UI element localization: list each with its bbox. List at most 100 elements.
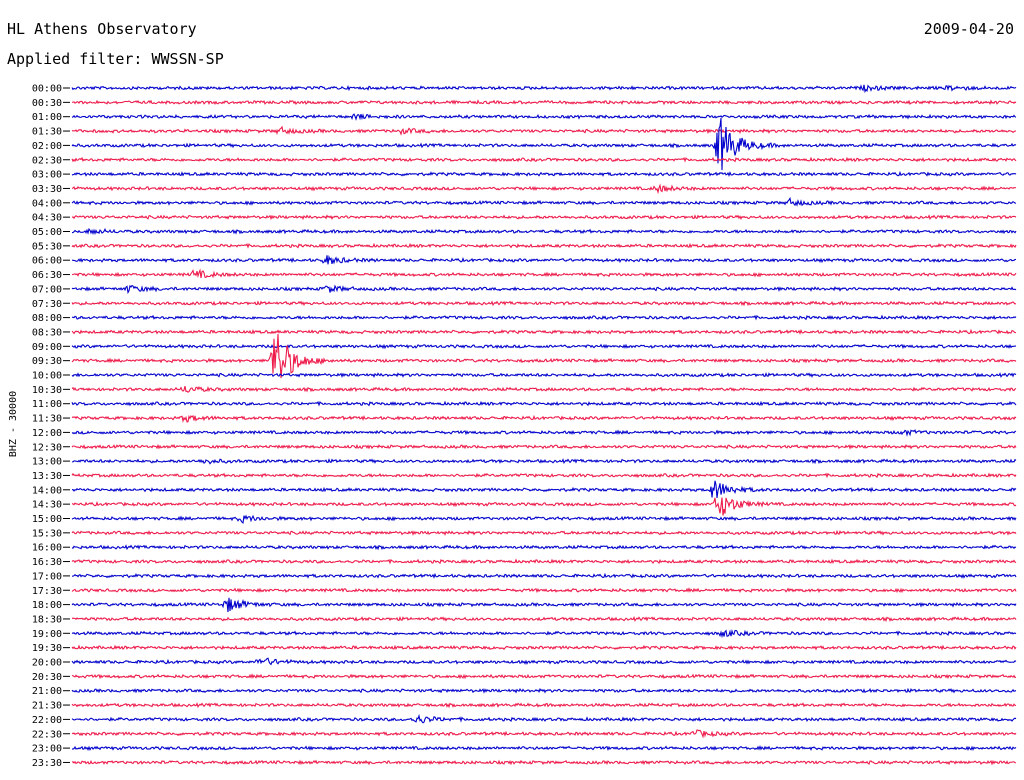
time-tick-label: 01:30	[32, 127, 62, 138]
trace-1900	[71, 628, 1017, 639]
trace-1230	[71, 443, 1017, 450]
time-tick-label: 00:00	[32, 84, 62, 95]
time-tick-label: 11:30	[32, 414, 62, 425]
time-tick-label: 22:30	[32, 729, 62, 740]
trace-0800	[71, 314, 1017, 321]
trace-0300	[71, 170, 1017, 178]
filter-label: Applied filter: WWSSN-SP	[7, 50, 224, 68]
time-tick-label: 07:00	[32, 284, 62, 295]
time-tick-label: 13:30	[32, 471, 62, 482]
time-tick-label: 23:30	[32, 758, 62, 769]
trace-1530	[71, 529, 1017, 536]
time-tick-label: 08:00	[32, 313, 62, 324]
time-tick-label: 17:30	[32, 586, 62, 597]
trace-0930	[71, 334, 1017, 379]
time-tick-label: 00:30	[32, 98, 62, 109]
date-label: 2009-04-20	[923, 20, 1014, 38]
trace-0330	[71, 183, 1017, 195]
time-tick-label: 06:30	[32, 270, 62, 281]
trace-2200	[71, 713, 1017, 724]
trace-2100	[71, 687, 1017, 694]
time-tick-label: 04:00	[32, 198, 62, 209]
trace-0130	[71, 125, 1017, 136]
time-tick-label: 18:00	[32, 600, 62, 611]
time-tick-label: 20:30	[32, 672, 62, 683]
time-tick-label: 18:30	[32, 614, 62, 625]
time-tick-label: 23:00	[32, 744, 62, 755]
time-tick-label: 04:30	[32, 213, 62, 224]
time-tick-label: 07:30	[32, 299, 62, 310]
trace-2130	[71, 702, 1017, 709]
trace-1130	[71, 414, 1017, 424]
trace-0900	[71, 343, 1017, 350]
time-tick-label: 10:30	[32, 385, 62, 396]
time-tick-label: 20:00	[32, 658, 62, 669]
page-title: HL Athens Observatory	[7, 20, 197, 38]
trace-2300	[71, 745, 1017, 752]
trace-1800	[71, 597, 1017, 613]
trace-0630	[71, 268, 1017, 279]
trace-0700	[71, 284, 1017, 295]
trace-1300	[71, 458, 1017, 465]
time-tick-label: 06:00	[32, 256, 62, 267]
trace-1630	[71, 558, 1017, 565]
trace-1000	[71, 372, 1017, 379]
trace-0230	[71, 156, 1017, 163]
time-tick-label: 12:30	[32, 442, 62, 453]
trace-1500	[71, 514, 1017, 524]
time-tick-label: 15:00	[32, 514, 62, 525]
time-tick-label: 09:30	[32, 356, 62, 367]
time-tick-label: 11:00	[32, 399, 62, 410]
trace-1930	[71, 644, 1017, 651]
y-axis-label: BHZ - 30000	[8, 391, 19, 457]
trace-1400	[71, 480, 1017, 498]
trace-lines	[71, 84, 1017, 766]
trace-1700	[71, 572, 1017, 579]
time-tick-label: 10:00	[32, 371, 62, 382]
time-tick-label: 12:00	[32, 428, 62, 439]
time-tick-label: 22:00	[32, 715, 62, 726]
time-tick-label: 21:30	[32, 701, 62, 712]
time-tick-label: 05:30	[32, 241, 62, 252]
time-tick-label: 13:00	[32, 457, 62, 468]
time-tick-label: 02:00	[32, 141, 62, 152]
trace-0000	[71, 84, 1017, 94]
trace-1830	[71, 616, 1017, 623]
time-tick-label: 05:00	[32, 227, 62, 238]
trace-2330	[71, 759, 1017, 766]
trace-1430	[71, 497, 1017, 516]
trace-0600	[71, 254, 1017, 265]
time-tick-label: 19:00	[32, 629, 62, 640]
time-tick-label: 01:00	[32, 112, 62, 123]
time-tick-label: 15:30	[32, 528, 62, 539]
trace-2230	[71, 729, 1017, 739]
trace-1100	[71, 400, 1017, 407]
trace-1200	[71, 429, 1017, 437]
trace-0400	[71, 196, 1017, 207]
time-tick-label: 03:30	[32, 184, 62, 195]
trace-0530	[71, 242, 1017, 249]
time-tick-labels: 00:00 00:30 01:00 01:30 02:00 02:30 03:00 03:30…	[32, 84, 70, 769]
trace-0730	[71, 300, 1017, 307]
trace-0200	[71, 117, 1017, 171]
time-tick-label: 17:00	[32, 571, 62, 582]
trace-1730	[71, 587, 1017, 594]
time-tick-label: 16:00	[32, 543, 62, 554]
trace-0830	[71, 328, 1017, 335]
trace-0430	[71, 214, 1017, 221]
time-tick-label: 02:30	[32, 155, 62, 166]
time-tick-label: 08:30	[32, 327, 62, 338]
trace-0500	[72, 227, 1017, 236]
trace-0030	[71, 99, 1017, 106]
time-tick-label: 14:30	[32, 500, 62, 511]
time-tick-label: 03:00	[32, 170, 62, 181]
trace-0100	[71, 113, 1017, 121]
time-tick-label: 14:00	[32, 485, 62, 496]
trace-1600	[71, 544, 1017, 551]
time-tick-label: 19:30	[32, 643, 62, 654]
trace-2030	[71, 673, 1017, 680]
trace-1330	[71, 472, 1017, 479]
trace-1030	[71, 385, 1017, 393]
time-tick-label: 09:00	[32, 342, 62, 353]
time-tick-label: 16:30	[32, 557, 62, 568]
